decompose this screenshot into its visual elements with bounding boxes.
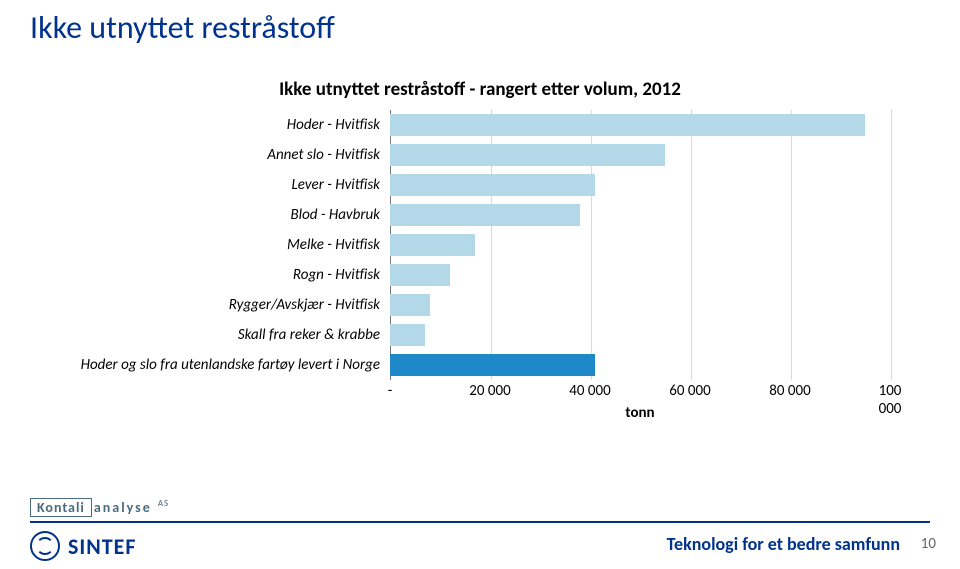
category-label: Rygger/Avskjær - Hvitfisk [60, 290, 380, 320]
bar [390, 144, 665, 166]
x-tick-label: 60 000 [669, 382, 710, 400]
x-tick-label: 40 000 [569, 382, 610, 400]
kontali-logo: Kontali analyse AS [30, 498, 169, 517]
category-label: Hoder og slo fra utenlandske fartøy leve… [60, 350, 380, 380]
category-label: Blod - Havbruk [60, 200, 380, 230]
bar [390, 114, 865, 136]
sintef-logo: SINTEF [30, 531, 136, 561]
bar [390, 264, 450, 286]
bar [390, 324, 425, 346]
chart-row: Hoder - Hvitfisk [60, 110, 900, 140]
footer-divider [30, 521, 930, 523]
x-tick-label: 20 000 [469, 382, 510, 400]
bar [390, 294, 430, 316]
chart-row: Skall fra reker & krabbe [60, 320, 900, 350]
bar [390, 354, 595, 376]
category-label: Lever - Hvitfisk [60, 170, 380, 200]
chart-row: Melke - Hvitfisk [60, 230, 900, 260]
category-label: Rogn - Hvitfisk [60, 260, 380, 290]
category-label: Hoder - Hvitfisk [60, 110, 380, 140]
category-label: Skall fra reker & krabbe [60, 320, 380, 350]
chart-row: Blod - Havbruk [60, 200, 900, 230]
chart-row: Hoder og slo fra utenlandske fartøy leve… [60, 350, 900, 380]
x-axis-label: tonn [390, 404, 890, 422]
kontali-logo-part-c: AS [158, 498, 169, 509]
bar-chart: Hoder - HvitfiskAnnet slo - HvitfiskLeve… [60, 110, 900, 406]
bar [390, 174, 595, 196]
chart-row: Annet slo - Hvitfisk [60, 140, 900, 170]
chart-row: Lever - Hvitfisk [60, 170, 900, 200]
x-tick-label: - [388, 382, 393, 400]
page-number: 10 [921, 535, 936, 553]
kontali-logo-part-b: analyse [94, 499, 152, 516]
chart-row: Rogn - Hvitfisk [60, 260, 900, 290]
chart-row: Rygger/Avskjær - Hvitfisk [60, 290, 900, 320]
footer-tagline: Teknologi for et bedre samfunn [667, 533, 900, 555]
category-label: Melke - Hvitfisk [60, 230, 380, 260]
chart-title: Ikke utnyttet restråstoff - rangert ette… [0, 78, 960, 101]
sintef-wordmark: SINTEF [68, 533, 136, 560]
category-label: Annet slo - Hvitfisk [60, 140, 380, 170]
sintef-mark-icon [30, 531, 60, 561]
x-tick-label: 80 000 [769, 382, 810, 400]
kontali-logo-part-a: Kontali [30, 498, 92, 517]
bar [390, 234, 475, 256]
slide-title: Ikke utnyttet restråstoff [30, 8, 335, 47]
bar [390, 204, 580, 226]
